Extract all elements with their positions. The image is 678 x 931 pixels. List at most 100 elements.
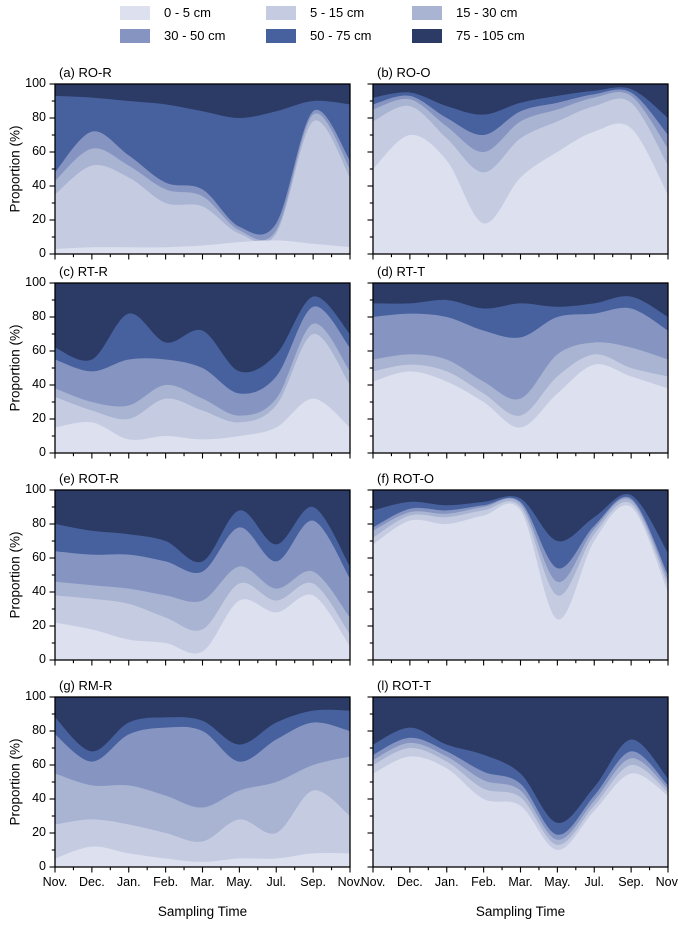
chart-g: [49, 696, 351, 873]
axis-ticks: [367, 282, 669, 459]
y-tick-label: 20: [32, 212, 46, 226]
panel-title-d: (d) RT-T: [377, 264, 426, 279]
y-tick-label: 20: [32, 618, 46, 632]
x-axis-title: Sampling Time: [157, 904, 248, 919]
series-area-0: [373, 123, 668, 254]
series-area-0: [373, 364, 668, 453]
x-axis-title: Sampling Time: [475, 904, 566, 919]
axis-ticks: [367, 83, 669, 260]
y-tick-label: 60: [32, 757, 46, 771]
x-tick-label: Sep.: [300, 875, 326, 889]
legend-item: 75 - 105 cm: [412, 28, 558, 43]
legend-swatch-icon: [412, 5, 442, 20]
series-area-0: [55, 240, 350, 254]
y-axis-title: Proportion (%): [7, 738, 23, 826]
legend-label: 50 - 75 cm: [310, 28, 372, 43]
legend-label: 30 - 50 cm: [164, 28, 226, 43]
legend: 0 - 5 cm 5 - 15 cm 15 - 30 cm 30 - 50 cm 50 …: [120, 5, 558, 43]
panel-title-a: (a) RO-R: [59, 65, 112, 80]
axis-ticks: [49, 282, 351, 459]
legend-label: 15 - 30 cm: [456, 5, 518, 20]
y-axis-title: Proportion (%): [7, 531, 23, 619]
legend-item: 30 - 50 cm: [120, 28, 266, 43]
x-tick-label: Dec.: [79, 875, 105, 889]
series-areas: [55, 283, 350, 453]
chart-f: [367, 489, 669, 666]
legend-swatch-icon: [120, 5, 150, 20]
y-axis-title: Proportion (%): [7, 324, 23, 412]
legend-item: 15 - 30 cm: [412, 5, 558, 20]
legend-item: 50 - 75 cm: [266, 28, 412, 43]
x-tick-label: Mar.: [190, 875, 215, 889]
legend-swatch-icon: [412, 28, 442, 43]
series-areas: [373, 283, 668, 453]
legend-swatch-icon: [266, 5, 296, 20]
y-tick-label: 100: [25, 275, 46, 289]
y-tick-label: 80: [32, 110, 46, 124]
chart-c: [49, 282, 351, 459]
x-tick-label: Sep.: [618, 875, 644, 889]
x-tick-label: Jul.: [584, 875, 604, 889]
y-tick-label: 80: [32, 309, 46, 323]
x-tick-label: Nov.: [360, 875, 386, 889]
y-tick-label: 60: [32, 550, 46, 564]
legend-label: 0 - 5 cm: [164, 5, 211, 20]
panel-title-g: (g) RM-R: [59, 678, 113, 693]
legend-item: 5 - 15 cm: [266, 5, 412, 20]
y-tick-label: 20: [32, 825, 46, 839]
y-tick-label: 80: [32, 723, 46, 737]
x-tick-label: Jan.: [116, 875, 141, 889]
x-tick-label: Nov.: [42, 875, 68, 889]
panel-title-f: (f) ROT-O: [377, 471, 435, 486]
chart-a: [49, 83, 351, 260]
panel-title-c: (c) RT-R: [59, 264, 108, 279]
series-area-1: [55, 790, 350, 867]
y-axis-title: Proportion (%): [7, 125, 23, 213]
y-tick-label: 0: [39, 445, 46, 459]
legend-swatch-icon: [120, 28, 150, 43]
x-tick-label: Nov.: [655, 875, 678, 889]
y-tick-label: 40: [32, 791, 46, 805]
legend-label: 5 - 15 cm: [310, 5, 365, 20]
series-area-1: [55, 120, 350, 254]
legend-label: 75 - 105 cm: [456, 28, 525, 43]
series-areas: [373, 490, 668, 660]
chart-d: [367, 282, 669, 459]
y-tick-label: 0: [39, 246, 46, 260]
series-area-0: [55, 846, 350, 867]
axis-ticks: [49, 489, 351, 666]
x-tick-label: Jul.: [266, 875, 286, 889]
series-area-0: [373, 503, 668, 660]
axis-ticks: [367, 489, 669, 666]
panel-title-l: (l) ROT-T: [377, 678, 432, 693]
axis-ticks: [49, 696, 351, 873]
y-tick-label: 40: [32, 377, 46, 391]
x-tick-label: Feb.: [471, 875, 497, 889]
axis-ticks: [49, 83, 351, 260]
series-areas: [373, 697, 668, 867]
y-tick-label: 60: [32, 343, 46, 357]
series-area-0: [55, 594, 350, 660]
axis-ticks: [367, 696, 669, 873]
panel-title-b: (b) RO-O: [377, 65, 431, 80]
series-area-0: [55, 398, 350, 453]
chart-l: [367, 696, 669, 873]
y-tick-label: 20: [32, 411, 46, 425]
series-area-0: [373, 756, 668, 867]
x-tick-label: Mar.: [508, 875, 533, 889]
y-tick-label: 40: [32, 584, 46, 598]
series-areas: [55, 84, 350, 254]
series-areas: [373, 84, 668, 254]
legend-swatch-icon: [266, 28, 296, 43]
y-tick-label: 0: [39, 652, 46, 666]
y-tick-label: 100: [25, 482, 46, 496]
y-tick-label: 100: [25, 76, 46, 90]
x-tick-label: Nov.: [337, 875, 363, 889]
y-tick-label: 100: [25, 689, 46, 703]
x-tick-label: Dec.: [397, 875, 423, 889]
series-areas: [55, 697, 350, 867]
x-tick-label: May.: [544, 875, 571, 889]
x-tick-label: May.: [226, 875, 253, 889]
y-tick-label: 60: [32, 144, 46, 158]
